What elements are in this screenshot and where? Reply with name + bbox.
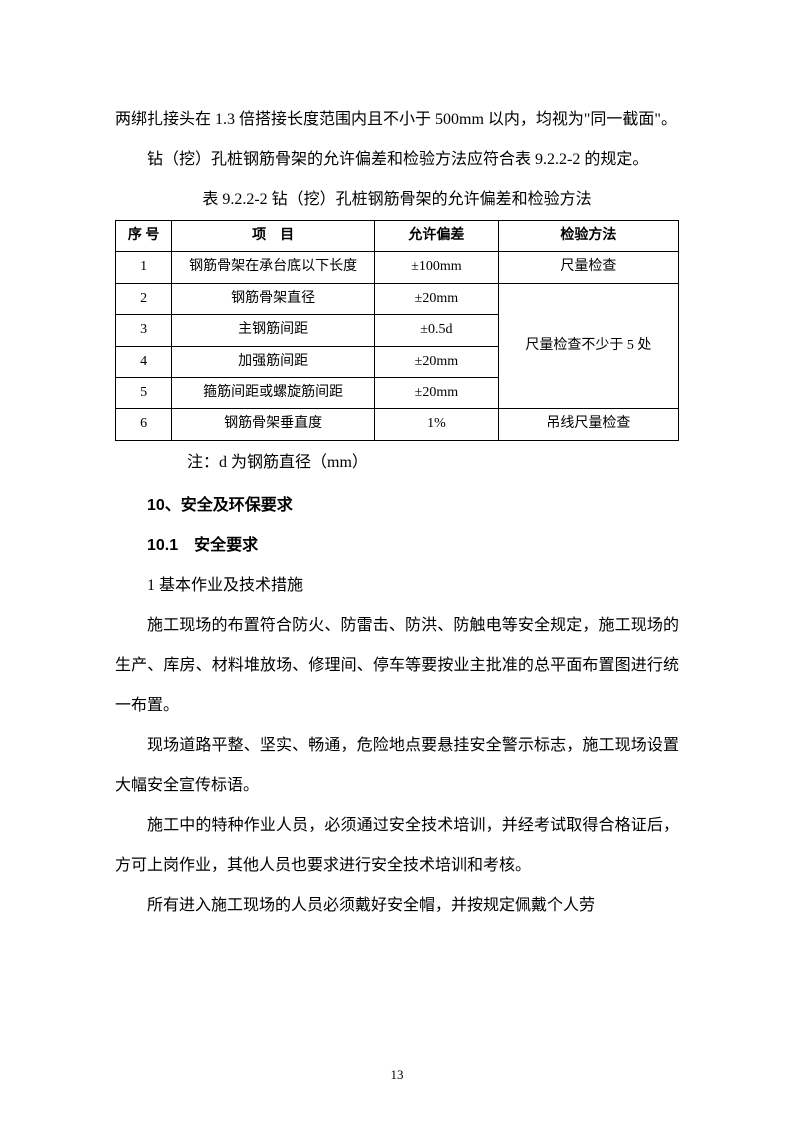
heading-10-1: 10.1 安全要求: [115, 526, 679, 566]
cell-tolerance: ±20mm: [374, 346, 498, 377]
cell-seq: 6: [116, 409, 172, 440]
cell-seq: 4: [116, 346, 172, 377]
header-tolerance: 允许偏差: [374, 221, 498, 252]
cell-item: 钢筋骨架直径: [172, 283, 375, 314]
body-paragraph-3: 施工中的特种作业人员，必须通过安全技术培训，并经考试取得合格证后，方可上岗作业，…: [115, 806, 679, 886]
paragraph-2: 钻（挖）孔桩钢筋骨架的允许偏差和检验方法应符合表 9.2.2-2 的规定。: [115, 140, 679, 180]
page-number: 13: [0, 1067, 794, 1083]
body-paragraph-4: 所有进入施工现场的人员必须戴好安全帽，并按规定佩戴个人劳: [115, 886, 679, 926]
sub-heading-1: 1 基本作业及技术措施: [115, 566, 679, 606]
header-method: 检验方法: [498, 221, 678, 252]
cell-item: 加强筋间距: [172, 346, 375, 377]
cell-method: 吊线尺量检查: [498, 409, 678, 440]
cell-seq: 3: [116, 315, 172, 346]
cell-seq: 5: [116, 377, 172, 408]
cell-method-merged: 尺量检查不少于 5 处: [498, 283, 678, 409]
table-note: 注：d 为钢筋直径（mm）: [115, 445, 679, 480]
heading-10: 10、安全及环保要求: [115, 486, 679, 526]
table-caption: 表 9.2.2-2 钻（挖）孔桩钢筋骨架的允许偏差和检验方法: [115, 180, 679, 220]
cell-tolerance: 1%: [374, 409, 498, 440]
table-header-row: 序 号 项 目 允许偏差 检验方法: [116, 221, 679, 252]
cell-tolerance: ±20mm: [374, 377, 498, 408]
body-paragraph-1: 施工现场的布置符合防火、防雷击、防洪、防触电等安全规定，施工现场的生产、库房、材…: [115, 606, 679, 726]
cell-item: 主钢筋间距: [172, 315, 375, 346]
table-row: 2 钢筋骨架直径 ±20mm 尺量检查不少于 5 处: [116, 283, 679, 314]
cell-item: 钢筋骨架垂直度: [172, 409, 375, 440]
cell-tolerance: ±100mm: [374, 252, 498, 283]
tolerance-table: 序 号 项 目 允许偏差 检验方法 1 钢筋骨架在承台底以下长度 ±100mm …: [115, 220, 679, 441]
cell-tolerance: ±20mm: [374, 283, 498, 314]
cell-tolerance: ±0.5d: [374, 315, 498, 346]
cell-seq: 1: [116, 252, 172, 283]
paragraph-1: 两绑扎接头在 1.3 倍搭接长度范围内且不小于 500mm 以内，均视为"同一截…: [115, 100, 679, 140]
table-row: 1 钢筋骨架在承台底以下长度 ±100mm 尺量检查: [116, 252, 679, 283]
cell-item: 箍筋间距或螺旋筋间距: [172, 377, 375, 408]
cell-method: 尺量检查: [498, 252, 678, 283]
table-row: 6 钢筋骨架垂直度 1% 吊线尺量检查: [116, 409, 679, 440]
cell-item: 钢筋骨架在承台底以下长度: [172, 252, 375, 283]
header-seq: 序 号: [116, 221, 172, 252]
body-paragraph-2: 现场道路平整、坚实、畅通，危险地点要悬挂安全警示标志，施工现场设置大幅安全宣传标…: [115, 726, 679, 806]
header-item: 项 目: [172, 221, 375, 252]
cell-seq: 2: [116, 283, 172, 314]
